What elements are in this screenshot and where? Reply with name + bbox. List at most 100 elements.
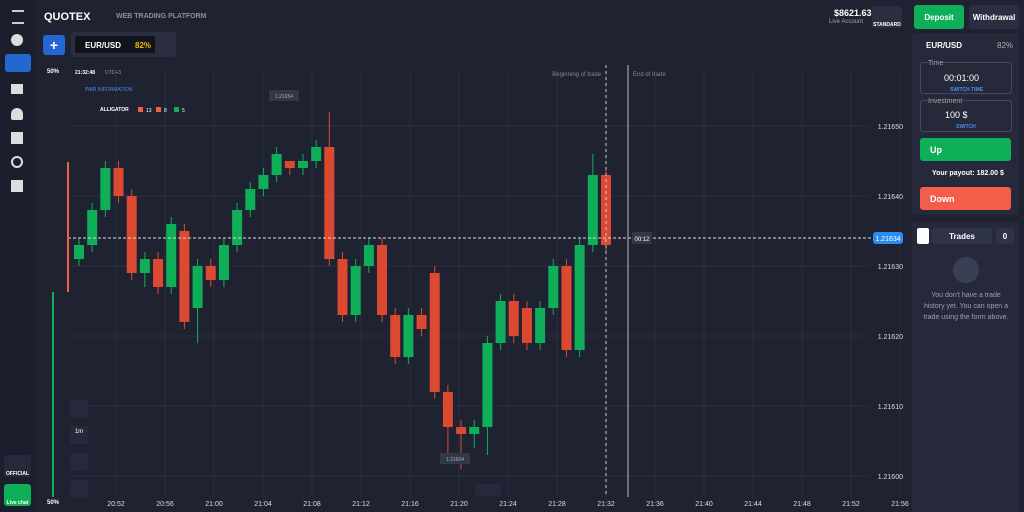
candle-body — [469, 427, 480, 434]
switch-time[interactable]: SWITCH TIME — [950, 87, 984, 93]
trades-panel: Trades 0 You don't have a trade history … — [912, 222, 1019, 512]
candle-body — [192, 266, 203, 308]
market[interactable] — [11, 132, 23, 144]
tool-button — [70, 426, 88, 444]
x-tick-label: 21:16 — [401, 501, 419, 508]
candle-body — [456, 427, 467, 434]
candle-body — [284, 161, 295, 168]
indicator: ALLIGATOR — [100, 107, 129, 113]
tool-button — [70, 400, 88, 418]
candle-body — [416, 315, 427, 329]
indicator-param: 5 — [182, 108, 185, 114]
up-button[interactable]: Up — [920, 138, 1011, 161]
x-tick-label: 21:32 — [597, 501, 615, 508]
x-tick-label: 21:12 — [352, 501, 370, 508]
payout: 82% — [135, 41, 152, 50]
clock: 21:32:48 — [75, 70, 95, 76]
candle-body — [482, 343, 493, 427]
y-tick-label: 1.21620 — [878, 334, 903, 341]
candle-body — [548, 266, 559, 308]
balance[interactable]: $8621.63 — [834, 8, 872, 18]
candle-body — [74, 245, 84, 259]
candle-body — [442, 392, 453, 427]
candle-body — [271, 154, 282, 175]
end-label: End of trade — [633, 72, 666, 78]
menu[interactable] — [12, 10, 24, 24]
profile[interactable] — [11, 108, 23, 120]
x-tick-label: 21:24 — [499, 501, 517, 508]
investment-field[interactable] — [920, 100, 1012, 132]
candle-body — [311, 147, 322, 161]
deposit-button[interactable]: Deposit — [914, 5, 964, 29]
x-tick-label: 21:36 — [646, 501, 664, 508]
official[interactable]: OFFICIAL — [4, 455, 31, 477]
candle-body — [205, 266, 216, 280]
time-field[interactable] — [920, 62, 1012, 94]
education[interactable] — [11, 84, 23, 94]
time-label: Time — [928, 60, 944, 67]
x-tick-label: 21:44 — [744, 501, 762, 508]
candle-body — [561, 266, 572, 350]
down-button[interactable]: Down — [920, 187, 1011, 210]
account: Live Account — [829, 19, 864, 25]
candle-body — [100, 168, 111, 210]
timer-box — [632, 232, 652, 244]
candle-body — [587, 175, 598, 245]
candle-body — [350, 266, 361, 315]
help[interactable] — [11, 34, 23, 46]
candle-body — [535, 308, 546, 343]
y-tick-label: 1.21640 — [878, 194, 903, 201]
x-tick-label: 21:56 — [891, 501, 909, 508]
x-tick-label: 21:04 — [254, 501, 272, 508]
trades-tab[interactable]: Trades — [932, 228, 992, 244]
tier[interactable]: STANDARD — [872, 6, 902, 28]
switch[interactable]: SWITCH — [956, 124, 976, 130]
tournaments[interactable] — [11, 180, 23, 192]
y-tick-label: 1.21600 — [878, 474, 903, 481]
indicator-param: 13 — [146, 108, 152, 114]
brand: QUOTEX — [44, 11, 91, 23]
time-value: 00:01:00 — [944, 73, 980, 83]
candle-body — [508, 301, 519, 336]
live-chat[interactable]: Live chat — [4, 484, 31, 506]
candle-body — [153, 259, 164, 287]
candle-body — [337, 259, 348, 315]
sentiment-up — [67, 162, 69, 292]
asset-tab[interactable]: EUR/USD 82% — [71, 32, 176, 57]
trade-panel: EUR/USD 82% Time 00:01:00 SWITCH TIME In… — [912, 33, 1019, 215]
indicator-swatch — [174, 107, 179, 112]
high-label: 1.21654 — [275, 94, 293, 100]
indicator-swatch — [138, 107, 143, 112]
x-tick-label: 21:48 — [793, 501, 811, 508]
empty-message: You don't have a trade history yet. You … — [923, 292, 1009, 321]
x-tick-label: 20:52 — [107, 501, 125, 508]
candle-body — [429, 273, 440, 392]
pair: EUR/USD — [85, 41, 122, 50]
percent-top: 50% — [47, 69, 60, 75]
sidebar: OFFICIAL Live chat — [0, 0, 35, 512]
investment-label: Investment — [928, 98, 963, 105]
tool-button — [70, 480, 88, 498]
candle-body — [245, 189, 256, 210]
candle-body — [403, 315, 414, 357]
x-tick-label: 21:20 — [450, 501, 468, 508]
x-tick-label: 21:00 — [205, 501, 223, 508]
timer: 00:12 — [634, 237, 650, 243]
your-payout: Your payout: 182.00 $ — [932, 170, 1004, 177]
chart-tab[interactable] — [5, 54, 31, 72]
subtitle: WEB TRADING PLATFORM — [116, 13, 207, 20]
candle-body — [363, 245, 374, 266]
signals[interactable] — [11, 156, 23, 168]
indicator-param: 8 — [164, 108, 167, 114]
pair: EUR/USD — [926, 41, 963, 50]
y-tick-label: 1.21650 — [878, 124, 903, 131]
candle-body — [495, 301, 506, 343]
x-tick-label: 21:40 — [695, 501, 713, 508]
candle-body — [377, 245, 388, 315]
add-tab[interactable]: + — [43, 35, 65, 55]
candle-body — [258, 175, 269, 189]
withdrawal-button[interactable]: Withdrawal — [969, 5, 1019, 29]
low-box — [440, 453, 470, 464]
chart: 20:52 20:56 21:00 21:04 21:08 21:12 21:16 21:20… — [47, 65, 909, 508]
